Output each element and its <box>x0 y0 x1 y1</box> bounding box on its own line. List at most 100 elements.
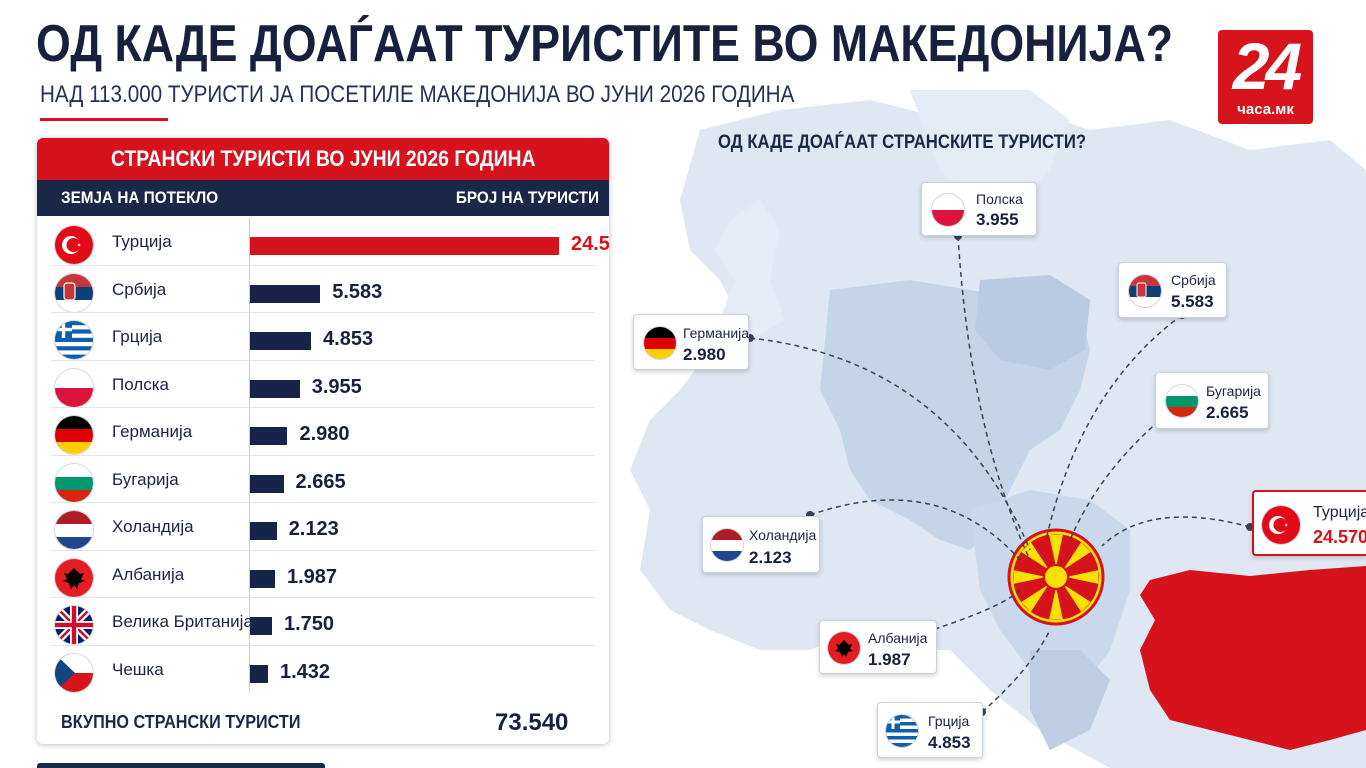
column-count: БРОЈ НА ТУРИСТИ <box>455 188 599 207</box>
germany-flag-icon <box>644 327 676 359</box>
serbia-flag-icon <box>55 273 93 312</box>
country-name: Србија <box>112 279 167 299</box>
connector-greece <box>981 629 1051 713</box>
callout-netherlands[interactable]: Холандија 2.123 <box>702 516 820 573</box>
turkey-flag-icon <box>55 226 93 264</box>
bar <box>250 332 312 350</box>
country-name: Турција <box>112 232 172 251</box>
callout-name: Турција <box>1313 504 1366 521</box>
tourists-table-panel: СТРАНСКИ ТУРИСТИ ВО ЈУНИ 2026 ГОДИНА ЗЕМ… <box>37 138 609 744</box>
bar-value-label: 5.583 <box>332 280 383 303</box>
bar <box>250 474 284 493</box>
bar <box>250 617 272 635</box>
bulgaria-flag-icon <box>55 463 93 502</box>
bar <box>250 427 288 445</box>
callout-germany[interactable]: Германија 2.980 <box>633 314 749 370</box>
callout-poland[interactable]: Полска 3.955 <box>921 182 1037 236</box>
country-name: Полска <box>112 374 169 394</box>
bar-value-label: 1.987 <box>286 565 338 588</box>
bar-value-label: 3.955 <box>311 375 362 398</box>
sun-ray <box>1049 534 1063 567</box>
callout-value: 5.583 <box>1171 292 1214 311</box>
table-row: Грција 4.853 <box>37 313 609 361</box>
callout-value: 2.980 <box>683 345 726 364</box>
callout-value: 24.570 <box>1313 527 1366 547</box>
bar-value-label: 4.853 <box>323 328 374 350</box>
albania-flag-icon <box>55 558 93 597</box>
total-label: ВКУПНО СТРАНСКИ ТУРИСТИ <box>61 712 301 732</box>
bar <box>250 284 321 303</box>
bar-value-label: 1.432 <box>280 660 331 683</box>
bar-value-label: 2.980 <box>299 423 350 445</box>
country-name: Албанија <box>112 564 185 584</box>
connector-turkey <box>1101 516 1251 547</box>
callout-turkey[interactable]: Турција 24.570 <box>1252 490 1366 556</box>
turkey-flag-icon <box>1262 506 1300 544</box>
sun-ray <box>1063 542 1091 570</box>
country-name: Грција <box>112 327 163 346</box>
table-row: Германија 2.980 <box>37 408 609 456</box>
bottom-strip <box>37 763 325 768</box>
table-column-header: ЗЕМЈА НА ПОТЕКЛО БРОЈ НА ТУРИСТИ <box>37 180 609 216</box>
country-name: Велика Британија <box>112 612 253 631</box>
uk-flag-icon <box>55 606 93 644</box>
bulgaria-flag-icon <box>1166 385 1198 417</box>
table-title: СТРАНСКИ ТУРИСТИ ВО ЈУНИ 2026 ГОДИНА <box>37 138 609 180</box>
greece-flag-icon <box>55 321 93 359</box>
map-region-poland <box>975 275 1090 370</box>
macedonia-emblem <box>1007 528 1105 626</box>
callout-value: 4.853 <box>928 733 971 752</box>
logo-site: часа.мк <box>1237 101 1294 118</box>
map-land-north <box>910 90 1070 210</box>
callout-value: 2.665 <box>1206 403 1249 422</box>
callout-name: Полска <box>976 191 1023 207</box>
callout-name: Србија <box>1171 272 1216 288</box>
sun-ray <box>1066 570 1099 584</box>
connector-bulgaria <box>1069 414 1167 541</box>
bar-value-label: 24.570 <box>571 233 609 255</box>
brand-logo[interactable]: 24 часа.мк <box>1218 30 1313 124</box>
callout-name: Грција <box>928 713 970 729</box>
callout-name: Албанија <box>868 630 928 646</box>
sun-ray <box>1021 584 1049 612</box>
callout-value: 2.123 <box>749 548 792 567</box>
table-row: Турција 24.570 <box>37 218 609 266</box>
sun-ray <box>1049 587 1063 620</box>
table-row: Србија 5.583 <box>37 266 609 313</box>
callout-serbia[interactable]: Србија 5.583 <box>1118 262 1227 318</box>
map-title: ОД КАДЕ ДОАЃААТ СТРАНСКИТЕ ТУРИСТИ? <box>718 132 1087 153</box>
poland-flag-icon <box>932 194 964 226</box>
callout-albania[interactable]: Албанија 1.987 <box>819 620 937 674</box>
map-region-greece <box>1030 650 1110 750</box>
table-row: Полска 3.955 <box>37 361 609 408</box>
poland-flag-icon <box>55 368 93 407</box>
table-row: Албанија 1.987 <box>37 551 609 598</box>
country-name: Германија <box>112 422 193 441</box>
country-name: Холандија <box>112 517 194 536</box>
bar <box>250 237 559 255</box>
callout-bulgaria[interactable]: Бугарија 2.665 <box>1155 372 1269 429</box>
column-country: ЗЕМЈА НА ПОТЕКЛО <box>61 188 219 207</box>
sun-ray <box>1021 542 1049 570</box>
title-underline <box>40 118 168 121</box>
table-row: Бугарија 2.665 <box>37 456 609 503</box>
bar <box>250 522 277 540</box>
callout-name: Холандија <box>749 527 817 543</box>
bar-rows: Турција 24.570 Србија 5.583 Грција 4.853 Полск… <box>37 218 609 692</box>
total-value: 73.540 <box>495 709 569 736</box>
bar <box>250 664 268 683</box>
callout-greece[interactable]: Грција 4.853 <box>877 702 983 758</box>
logo-number: 24 <box>1232 30 1302 103</box>
czech-flag-icon <box>55 653 93 692</box>
callout-value: 3.955 <box>976 210 1019 229</box>
netherlands-flag-icon <box>55 511 93 549</box>
bar-value-label: 2.665 <box>295 470 346 493</box>
page-subtitle: НАД 113.000 ТУРИСТИ ЈА ПОСЕТИЛЕ МАКЕДОНИ… <box>40 81 795 108</box>
serbia-flag-icon <box>1129 275 1161 307</box>
table-row: Чешка 1.432 <box>37 646 609 694</box>
netherlands-flag-icon <box>711 529 743 561</box>
sun-ray <box>1063 584 1091 612</box>
greece-flag-icon <box>886 715 918 747</box>
callout-name: Германија <box>683 325 750 341</box>
bar <box>250 379 300 398</box>
